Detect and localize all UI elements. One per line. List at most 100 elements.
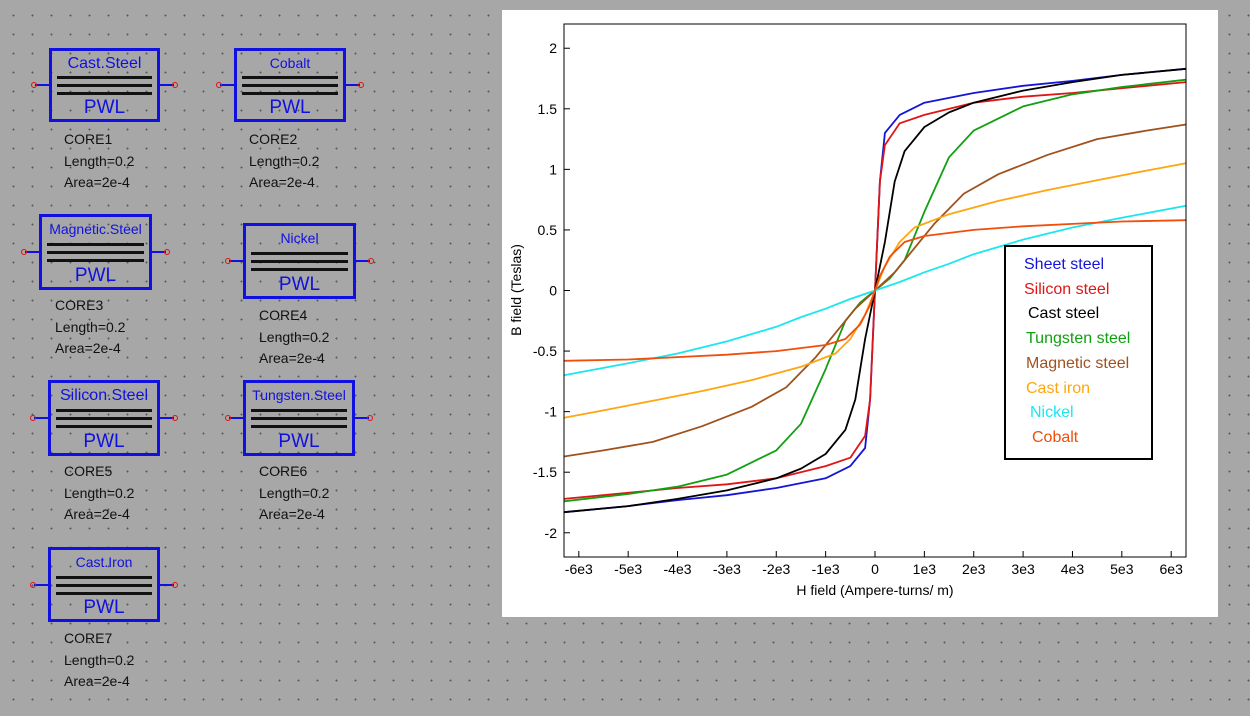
legend-entry: Tungsten steel: [1026, 330, 1131, 348]
core-model-label: PWL: [278, 274, 321, 295]
core-pin-right[interactable]: [172, 582, 178, 588]
legend-entry: Nickel: [1030, 404, 1074, 422]
core-component[interactable]: Silicon.Steel PWL CORE5 Length=0.2 Area=2e-4: [26, 380, 182, 536]
y-tick-label: -0.5: [533, 343, 557, 359]
core-pin-right[interactable]: [164, 249, 170, 255]
core-body[interactable]: Cast.Steel PWL: [49, 48, 160, 122]
core-pin-right[interactable]: [367, 415, 373, 421]
x-tick-label: 4e3: [1061, 561, 1085, 577]
core-pin-right[interactable]: [358, 82, 364, 88]
core-lamination-bar: [242, 92, 338, 95]
core-component[interactable]: Cast.Iron PWL CORE7 Length=0.2 Area=2e-4: [26, 547, 182, 702]
core-body[interactable]: Silicon.Steel PWL: [48, 380, 160, 456]
core-body[interactable]: Cast.Iron PWL: [48, 547, 160, 622]
core-component[interactable]: Tungsten.Steel PWL CORE6 Length=0.2 Area=2e-…: [221, 380, 377, 536]
core-material-name: Cast.Steel: [67, 55, 142, 72]
core-pin-left[interactable]: [30, 415, 36, 421]
y-tick-label: 0.5: [538, 222, 558, 238]
core-material-name: Nickel: [280, 230, 319, 246]
core-body[interactable]: Cobalt PWL: [234, 48, 346, 122]
core-pin-left[interactable]: [225, 415, 231, 421]
core-area: Area=2e-4: [55, 340, 121, 356]
core-ref: CORE2: [249, 131, 298, 147]
core-length: Length=0.2: [64, 651, 135, 668]
core-length: Length=0.2: [259, 484, 330, 501]
core-model-label: PWL: [278, 431, 320, 452]
core-component[interactable]: Nickel PWL CORE4 Length=0.2 Area=2e-4: [221, 223, 378, 379]
core-properties: CORE4 Length=0.2 Area=2e-4: [259, 305, 329, 370]
core-lamination-bar: [56, 583, 152, 587]
core-properties: CORE2 Length=0.2 Area=2e-4: [249, 129, 319, 194]
x-tick-label: 1e3: [913, 561, 937, 577]
core-pin-right[interactable]: [368, 258, 374, 264]
legend-entry: Cast iron: [1026, 379, 1091, 397]
core-lead-right: [160, 584, 174, 586]
core-area: Area=2e-4: [259, 506, 325, 522]
core-area: Area=2e-4: [64, 174, 130, 190]
core-pin-left[interactable]: [225, 258, 231, 264]
core-lamination-bar: [251, 425, 347, 428]
core-lamination-bar: [251, 409, 347, 412]
core-properties: CORE6 Length=0.2 Area=2e-4: [259, 461, 329, 526]
core-lamination-bar: [251, 417, 347, 420]
x-tick-label: -6e3: [565, 561, 593, 577]
core-pin-right[interactable]: [172, 82, 178, 88]
core-lamination-bar: [251, 268, 348, 271]
core-component[interactable]: Cast.Steel PWL CORE1 Length=0.2 Area=2e-4: [27, 48, 182, 202]
core-properties: CORE5 Length=0.2 Area=2e-4: [64, 461, 134, 526]
core-pin-right[interactable]: [172, 415, 178, 421]
core-body[interactable]: Nickel PWL: [243, 223, 356, 299]
core-lamination-bar: [47, 259, 144, 262]
core-lamination-bar: [56, 575, 152, 579]
core-lead-right: [356, 260, 370, 262]
core-lamination-bar: [242, 76, 338, 79]
y-tick-label: 1.5: [538, 101, 558, 117]
bh-curve-chart: -6e3 -5e3 -4e3 -3e3 -2e3 -1e3 0 1e3 2e3 3e3 4e3 5e3…: [508, 23, 1187, 598]
core-model-label: PWL: [83, 597, 125, 618]
x-tick-label: -1e3: [812, 561, 840, 577]
core-lamination-bar: [242, 84, 338, 87]
core-lamination-bar: [47, 251, 144, 254]
legend-entry: Magnetic steel: [1026, 354, 1130, 372]
core-body[interactable]: Tungsten.Steel PWL: [243, 380, 355, 456]
core-component[interactable]: Cobalt PWL CORE2 Length=0.2 Area=2e-4: [212, 48, 368, 202]
core-material-name: Magnetic.Steel: [49, 221, 142, 237]
core-lamination-bar: [251, 252, 348, 255]
x-tick-label: 2e3: [962, 561, 986, 577]
core-model-label: PWL: [269, 97, 311, 118]
core-lamination-bar: [251, 260, 348, 263]
x-tick-label: 6e3: [1160, 561, 1184, 577]
core-lamination-bar: [56, 425, 152, 428]
core-properties: CORE1 Length=0.2 Area=2e-4: [64, 129, 134, 194]
core-area: Area=2e-4: [64, 673, 130, 689]
core-lamination-bar: [57, 76, 152, 79]
core-component[interactable]: Magnetic.Steel PWL CORE3 Length=0.2 Area=2e-…: [17, 214, 174, 370]
core-model-label: PWL: [83, 97, 126, 118]
core-area: Area=2e-4: [249, 174, 315, 190]
y-tick-label: 1: [549, 161, 557, 177]
core-ref: CORE5: [64, 463, 113, 479]
y-axis-label: B field (Teslas): [508, 244, 524, 336]
core-material-name: Cast.Iron: [75, 554, 133, 570]
core-material-name: Silicon.Steel: [59, 387, 149, 404]
core-pin-left[interactable]: [31, 82, 37, 88]
core-pin-left[interactable]: [30, 582, 36, 588]
core-pin-left[interactable]: [216, 82, 222, 88]
core-model-label: PWL: [74, 265, 117, 286]
y-tick-label: -1.5: [533, 464, 557, 480]
core-lamination-bar: [47, 243, 144, 246]
core-lead-left: [229, 260, 243, 262]
core-length: Length=0.2: [55, 318, 126, 335]
x-tick-label: -4e3: [664, 561, 692, 577]
core-ref: CORE6: [259, 463, 308, 479]
core-lead-left: [34, 417, 48, 419]
x-tick-label: -5e3: [614, 561, 642, 577]
core-body[interactable]: Magnetic.Steel PWL: [39, 214, 152, 290]
core-length: Length=0.2: [259, 328, 330, 345]
core-lead-right: [160, 84, 174, 86]
core-pin-left[interactable]: [21, 249, 27, 255]
x-tick-label: -2e3: [762, 561, 790, 577]
y-tick-label: -2: [545, 525, 558, 541]
core-material-name: Cobalt: [269, 55, 311, 71]
legend-entry: Silicon steel: [1024, 280, 1110, 298]
